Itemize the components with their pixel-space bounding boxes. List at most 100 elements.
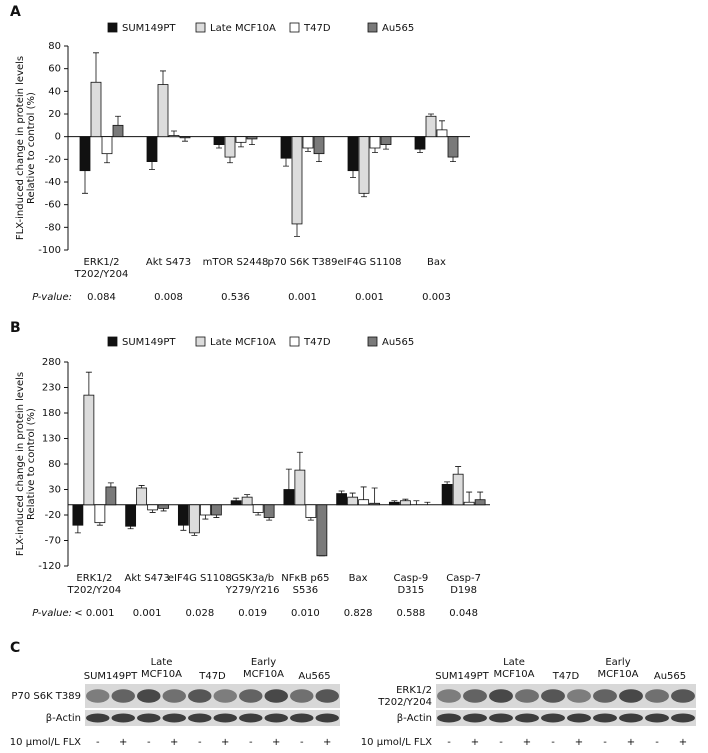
- y-tick-label: 80: [48, 41, 61, 52]
- error-bar: [115, 115, 121, 126]
- bar: [283, 489, 295, 506]
- x-tick-label: Akt S473: [125, 573, 170, 584]
- treatment-sign: -: [603, 737, 607, 748]
- blot-band: [86, 689, 110, 703]
- p-value: 0.008: [154, 292, 183, 303]
- bar: [79, 136, 91, 172]
- bar: [388, 501, 400, 506]
- blot-band: [111, 689, 135, 703]
- y-tick-label: -20: [45, 510, 61, 521]
- x-tick-label: mTOR S2448: [203, 257, 269, 268]
- error-bar: [349, 492, 356, 498]
- bar: [336, 493, 348, 506]
- bar: [246, 136, 258, 140]
- x-tick-label: ERK1/2 T202/Y204: [74, 257, 129, 280]
- y-tick-label: 180: [42, 408, 61, 419]
- blot-band: [290, 713, 314, 723]
- p-value: 0.010: [291, 608, 320, 619]
- row-label: P70 S6K T389: [11, 691, 81, 702]
- error-bar: [191, 532, 198, 536]
- blot-band: [645, 713, 669, 723]
- bar: [224, 136, 236, 158]
- legend-swatch: [289, 22, 300, 33]
- bar: [441, 483, 453, 506]
- error-bar: [202, 515, 209, 520]
- error-bar: [307, 517, 314, 521]
- error-bar: [160, 508, 167, 512]
- error-bar: [85, 371, 92, 396]
- lane-label: Early MCF10A: [598, 657, 639, 680]
- bar: [347, 136, 359, 172]
- bar: [94, 504, 106, 524]
- p-value: 0.828: [344, 608, 373, 619]
- p-value: 0.001: [355, 292, 384, 303]
- bar: [291, 136, 303, 225]
- bar: [146, 136, 158, 163]
- error-bar: [74, 525, 81, 534]
- error-bar: [244, 494, 251, 498]
- blot-band: [213, 689, 237, 703]
- treatment-label: 10 µmol/L FLX: [361, 737, 432, 748]
- lane-label: Early MCF10A: [243, 657, 284, 680]
- blot-band: [437, 713, 461, 723]
- error-bar: [138, 485, 145, 488]
- error-bar: [149, 161, 155, 170]
- bar: [263, 504, 275, 518]
- error-bar: [477, 491, 484, 500]
- error-bar: [372, 148, 378, 153]
- bar: [302, 136, 314, 149]
- y-tick-label: 130: [42, 434, 61, 445]
- p-value: 0.048: [449, 608, 478, 619]
- error-bar: [316, 153, 322, 162]
- y-tick-label: 230: [42, 383, 61, 394]
- p-value: 0.588: [397, 608, 426, 619]
- error-bar: [444, 481, 451, 485]
- legend-label: SUM149PT: [122, 23, 176, 34]
- bar: [369, 136, 381, 149]
- y-tick-label: 40: [48, 86, 61, 97]
- bar: [72, 504, 84, 526]
- treatment-sign: -: [96, 737, 100, 748]
- error-bar: [424, 501, 431, 505]
- error-bar: [180, 525, 187, 531]
- lane-label: Late MCF10A: [141, 657, 182, 680]
- row-label: β-Actin: [397, 713, 432, 724]
- blot-band: [671, 713, 695, 723]
- bar: [358, 136, 370, 194]
- legend-swatch: [289, 336, 300, 347]
- bar: [316, 504, 328, 557]
- bar: [463, 501, 475, 506]
- bar: [369, 502, 381, 506]
- blot-band: [541, 689, 565, 703]
- row-label: β-Actin: [46, 713, 81, 724]
- blot-band: [437, 689, 461, 703]
- legend-swatch: [367, 22, 378, 33]
- x-tick-label: eIF4G S1108: [168, 573, 232, 584]
- error-bar: [96, 522, 103, 526]
- blot-band: [315, 713, 339, 723]
- bar: [83, 394, 95, 506]
- error-bar: [216, 144, 222, 149]
- legend-label: T47D: [303, 337, 331, 348]
- bar: [280, 136, 292, 159]
- blot-band: [239, 713, 263, 723]
- blot-band: [541, 713, 565, 723]
- panel-label: B: [10, 320, 21, 336]
- legend-label: Au565: [382, 337, 414, 348]
- error-bar: [466, 491, 473, 503]
- treatment-sign: +: [523, 737, 531, 748]
- blot-band: [137, 713, 161, 723]
- row-label: ERK1/2 T202/Y204: [377, 685, 432, 708]
- error-bar: [82, 170, 88, 194]
- bar: [157, 84, 169, 138]
- legend-label: Late MCF10A: [210, 337, 276, 348]
- x-tick-label: p70 S6K T389: [268, 257, 338, 268]
- blot-band: [290, 689, 314, 703]
- blot-band: [162, 713, 186, 723]
- bar: [147, 504, 159, 511]
- treatment-sign: +: [323, 737, 331, 748]
- error-bar: [417, 149, 423, 153]
- bar: [425, 115, 437, 138]
- blot-band: [264, 689, 288, 703]
- bar: [347, 496, 359, 506]
